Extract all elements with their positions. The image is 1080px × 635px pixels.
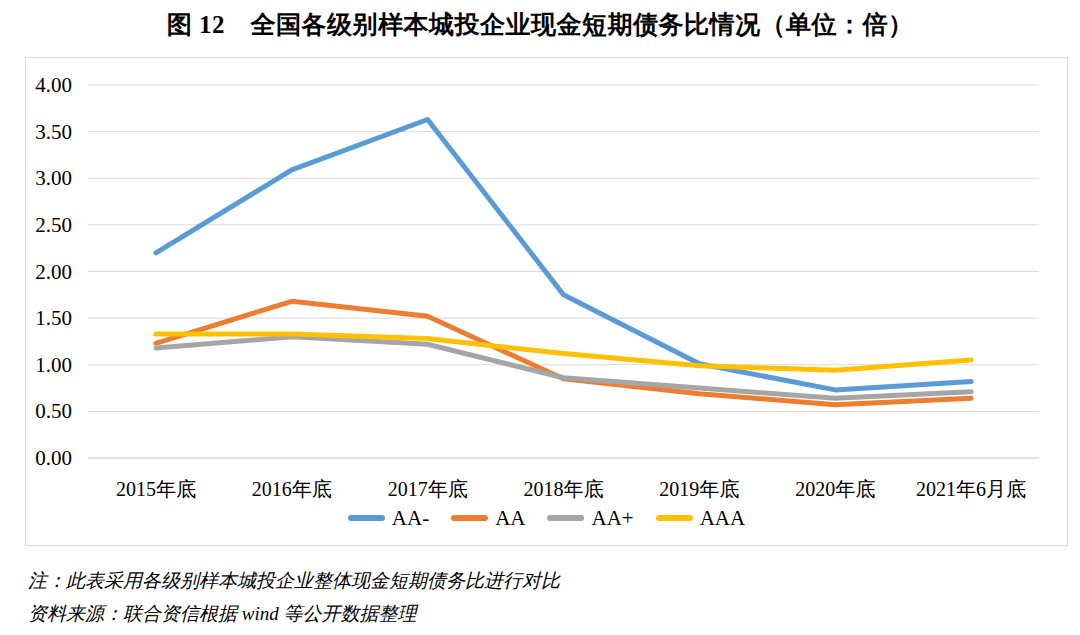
y-tick-label: 1.50 xyxy=(35,306,72,330)
x-tick-label: 2017年底 xyxy=(388,478,468,500)
y-tick-label: 3.50 xyxy=(35,120,72,144)
legend-label: AAA xyxy=(700,508,746,529)
legend-item-AA+: AA+ xyxy=(547,508,633,529)
line-chart: 4.00 3.50 3.00 2.50 2.00 1.50 1.00 0.50 0.00 2015… xyxy=(26,58,1067,543)
y-tick-label: 4.00 xyxy=(35,73,72,97)
x-tick-label: 2020年底 xyxy=(795,478,875,500)
x-tick-label: 2018年底 xyxy=(524,478,604,500)
chart-title: 图 12 全国各级别样本城投企业现金短期债务比情况（单位：倍） xyxy=(0,8,1080,41)
chart-frame: 4.00 3.50 3.00 2.50 2.00 1.50 1.00 0.50 0.00 2015… xyxy=(25,57,1068,546)
note-line-1: 注：此表采用各级别样本城投企业整体现金短期债务比进行对比 xyxy=(28,564,560,597)
legend-label: AA+ xyxy=(591,508,633,529)
y-tick-label: 1.00 xyxy=(35,353,72,377)
chart-legend: AA- AA AA+ AAA xyxy=(26,502,1067,534)
legend-swatch-AA+ xyxy=(547,515,584,521)
y-tick-label: 0.00 xyxy=(35,446,72,470)
y-tick-label: 3.00 xyxy=(35,166,72,190)
chart-notes: 注：此表采用各级别样本城投企业整体现金短期债务比进行对比 资料来源：联合资信根据… xyxy=(28,564,560,630)
legend-swatch-AA- xyxy=(348,515,385,521)
y-tick-label: 0.50 xyxy=(35,399,72,423)
legend-item-AAA: AAA xyxy=(656,508,746,529)
legend-item-AA-: AA- xyxy=(348,508,429,529)
y-tick-label: 2.50 xyxy=(35,213,72,237)
x-tick-label: 2015年底 xyxy=(116,478,196,500)
series-line-AA- xyxy=(156,120,971,390)
legend-item-AA: AA xyxy=(451,508,525,529)
legend-swatch-AAA xyxy=(656,515,693,521)
x-tick-label: 2019年底 xyxy=(659,478,739,500)
x-tick-label: 2021年6月底 xyxy=(916,478,1026,500)
x-tick-label: 2016年底 xyxy=(252,478,332,500)
note-line-2: 资料来源：联合资信根据 wind 等公开数据整理 xyxy=(28,597,560,630)
legend-label: AA- xyxy=(392,508,429,529)
legend-swatch-AA xyxy=(451,515,488,521)
legend-label: AA xyxy=(495,508,525,529)
y-tick-label: 2.00 xyxy=(35,260,72,284)
